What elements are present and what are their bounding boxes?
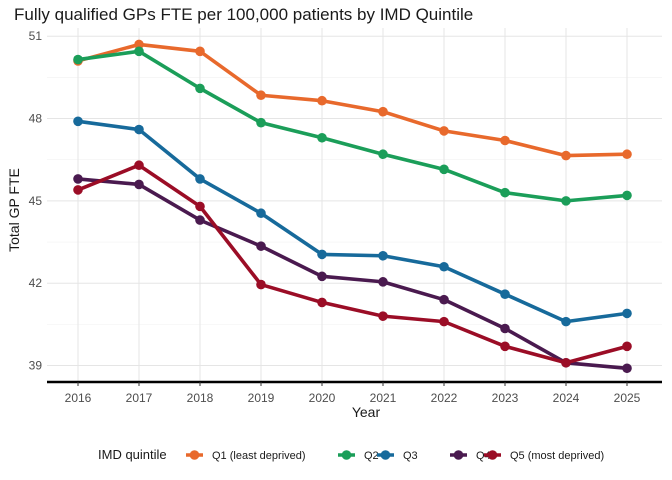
- legend: IMD quintile Q1 (least deprived) Q2 Q3 Q4 Q5…: [98, 447, 604, 462]
- data-point: [195, 201, 205, 212]
- data-point: [622, 363, 632, 374]
- x-tick-label: 2019: [248, 391, 275, 405]
- series-line: [76, 119, 629, 324]
- data-point: [561, 316, 571, 327]
- legend-label: Q1 (least deprived): [212, 450, 306, 462]
- data-point: [622, 308, 632, 319]
- x-axis-ticks: 2016 2017 2018 2019 2020 2021 2022 2023 2024 2025: [65, 382, 641, 405]
- legend-item: Q1 (least deprived): [186, 450, 306, 462]
- data-point: [256, 279, 266, 290]
- data-point: [195, 83, 205, 94]
- legend-label: Q2: [364, 450, 379, 462]
- data-point: [317, 95, 327, 106]
- data-point: [500, 341, 510, 352]
- data-point: [73, 54, 83, 65]
- data-point: [73, 174, 83, 184]
- series-4: [73, 174, 632, 374]
- data-point: [622, 149, 632, 160]
- x-tick-label: 2020: [309, 391, 336, 405]
- data-point: [134, 39, 144, 50]
- legend-label: Q3: [403, 450, 418, 462]
- data-point: [378, 106, 388, 117]
- x-tick-label: 2024: [553, 391, 580, 405]
- y-tick-label: 45: [29, 194, 43, 208]
- data-point: [500, 187, 510, 198]
- data-point: [561, 196, 571, 206]
- data-point: [317, 271, 327, 282]
- y-tick-label: 39: [29, 359, 43, 373]
- series-5: [73, 160, 632, 368]
- x-tick-label: 2018: [187, 391, 214, 405]
- x-tick-label: 2022: [431, 391, 458, 405]
- data-point: [195, 174, 205, 184]
- y-axis-ticks: 39 42 45 48 51: [29, 29, 43, 372]
- series-layer: [73, 39, 632, 374]
- data-point: [256, 117, 266, 128]
- data-point: [134, 46, 144, 57]
- data-point: [256, 208, 266, 219]
- data-point: [317, 249, 327, 260]
- data-point: [195, 46, 205, 57]
- data-point: [439, 261, 449, 272]
- x-tick-label: 2017: [126, 391, 153, 405]
- legend-label: Q4: [476, 450, 491, 462]
- series-line: [76, 177, 629, 371]
- x-tick-label: 2016: [65, 391, 92, 405]
- legend-item: Q4: [450, 450, 491, 462]
- data-point: [73, 116, 83, 127]
- data-point: [256, 90, 266, 101]
- data-point: [561, 150, 571, 161]
- data-point: [561, 357, 571, 368]
- legend-item: Q3: [377, 450, 418, 462]
- data-point: [622, 341, 632, 352]
- data-point: [195, 215, 205, 225]
- series-3: [73, 116, 632, 327]
- legend-items: Q1 (least deprived) Q2 Q3 Q4 Q5 (most depriv…: [186, 450, 604, 462]
- legend-key-point: [453, 450, 464, 460]
- data-point: [439, 126, 449, 136]
- data-point: [439, 316, 449, 327]
- legend-key-point: [487, 450, 498, 460]
- data-point: [500, 323, 510, 334]
- legend-key-point: [189, 450, 200, 460]
- y-tick-label: 51: [29, 29, 43, 43]
- x-tick-label: 2023: [492, 391, 519, 405]
- data-point: [500, 289, 510, 299]
- data-point: [378, 250, 388, 261]
- series-2: [73, 46, 632, 206]
- data-point: [439, 294, 449, 305]
- y-axis-title: Total GP FTE: [6, 168, 22, 252]
- data-point: [378, 277, 388, 287]
- chart-title: Fully qualified GPs FTE per 100,000 pati…: [14, 5, 473, 24]
- legend-label: Q5 (most deprived): [510, 450, 604, 462]
- data-point: [73, 185, 83, 195]
- grid-lines: [47, 28, 662, 382]
- x-tick-label: 2021: [370, 391, 397, 405]
- data-point: [317, 297, 327, 308]
- data-point: [317, 132, 327, 143]
- legend-item: Q2: [338, 450, 379, 462]
- data-point: [439, 164, 449, 175]
- data-point: [134, 124, 144, 135]
- data-point: [134, 179, 144, 190]
- data-point: [378, 311, 388, 321]
- legend-title: IMD quintile: [98, 447, 167, 462]
- series-1: [73, 39, 632, 161]
- data-point: [134, 160, 144, 171]
- y-tick-label: 42: [29, 276, 43, 290]
- x-axis-title: Year: [352, 404, 381, 420]
- y-tick-label: 48: [29, 112, 43, 126]
- series-line: [76, 163, 629, 365]
- legend-key-point: [380, 450, 391, 460]
- data-point: [378, 149, 388, 160]
- data-point: [622, 190, 632, 201]
- legend-item: Q5 (most deprived): [484, 450, 604, 462]
- series-line: [76, 42, 629, 158]
- data-point: [500, 135, 510, 146]
- x-tick-label: 2025: [614, 391, 641, 405]
- legend-key-point: [341, 450, 352, 460]
- series-line: [76, 49, 629, 203]
- data-point: [256, 241, 266, 251]
